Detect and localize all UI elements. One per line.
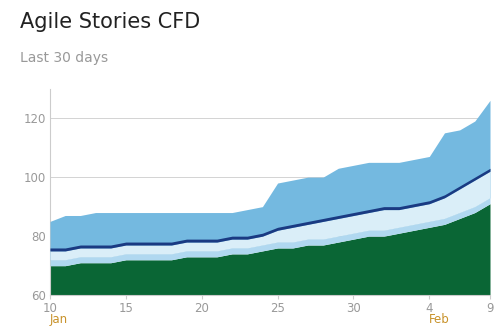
Text: Agile Stories CFD: Agile Stories CFD <box>20 12 200 32</box>
Text: Feb: Feb <box>430 313 450 326</box>
Text: Last 30 days: Last 30 days <box>20 51 108 65</box>
Text: Jan: Jan <box>50 313 68 326</box>
